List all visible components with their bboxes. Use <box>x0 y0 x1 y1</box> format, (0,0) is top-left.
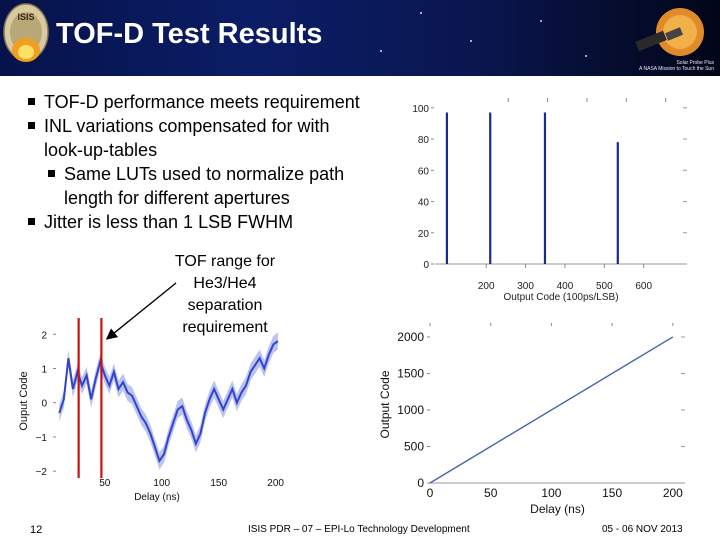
bullet-text-continued: look-up-tables <box>44 140 158 160</box>
x-tick-label: 400 <box>557 281 574 292</box>
y-axis-label: Ouput Code <box>18 371 30 430</box>
y-tick-label: 20 <box>418 229 430 240</box>
histogram-bar <box>489 112 492 264</box>
tagline-line-2: A NASA Mission to Touch the Sun <box>639 66 714 72</box>
x-tick-label: 150 <box>210 478 227 489</box>
y-tick-label: 100 <box>412 104 429 115</box>
y-tick-label: 0 <box>423 260 429 271</box>
linearity-chart: 0 500 1000 1500 2000 0 50 100 150 200 Delay (ns) Ou… <box>378 323 685 516</box>
bullet-text: TOF-D performance meets requirement <box>44 92 360 112</box>
y-tick-label: −2 <box>36 467 48 478</box>
bullet-text: Jitter is less than 1 LSB FWHM <box>44 212 294 232</box>
y-tick-label: 1 <box>41 364 47 375</box>
y-tick-label: 60 <box>418 166 430 177</box>
y-tick-label: 0 <box>41 399 47 410</box>
title-bar: ISIS TOF-D Test Results Solar Probe Plus… <box>0 0 720 76</box>
x-tick-label: 150 <box>602 486 622 500</box>
tagline-line-1: Solar Probe Plus <box>676 60 714 66</box>
histogram-bar <box>616 142 619 264</box>
bullet-marker-icon <box>28 122 35 129</box>
star-decoration <box>585 55 587 57</box>
star-decoration <box>470 40 472 42</box>
sub-bullet-item: Same LUTs used to normalize path length f… <box>48 162 408 210</box>
bullet-item: TOF-D performance meets requirement <box>28 90 408 114</box>
x-axis-label: Output Code (100ps/LSB) <box>503 292 618 303</box>
y-tick-label: 80 <box>418 135 430 146</box>
histogram-chart: 0 20 40 60 80 100 200 300 400 500 600 Output Code (… <box>412 98 687 303</box>
x-tick-label: 50 <box>99 478 111 489</box>
footer-text: ISIS PDR – 07 – EPI-Lo Technology Develo… <box>248 524 470 535</box>
callout-line: TOF range for <box>174 253 276 270</box>
y-tick-label: 2 <box>41 330 47 341</box>
bullet-text: Same LUTs used to normalize path <box>64 164 345 184</box>
inl-chart: 2 1 0 −1 −2 50 100 150 200 Delay (ns) Ouput Code <box>18 318 284 503</box>
x-tick-label: 50 <box>484 486 498 500</box>
mission-logo <box>635 8 704 56</box>
x-tick-label: 300 <box>517 281 534 292</box>
y-axis-label: Output Code <box>378 370 392 438</box>
noise-band <box>59 332 278 470</box>
star-decoration <box>540 20 542 22</box>
bullet-marker-icon <box>28 98 35 105</box>
star-decoration <box>420 12 422 14</box>
y-tick-label: 1000 <box>397 403 424 417</box>
y-tick-label: 0 <box>417 476 424 490</box>
y-tick-label: 1500 <box>397 366 424 380</box>
series-line <box>429 336 674 484</box>
bullet-item: INL variations compensated for with look-… <box>28 114 408 162</box>
footer-date: 05 - 06 NOV 2013 <box>602 524 683 535</box>
callout-line: He3/He4 <box>193 275 257 292</box>
series-line <box>58 340 279 464</box>
y-tick-label: 500 <box>404 439 424 453</box>
page-title: TOF-D Test Results <box>56 18 323 50</box>
x-tick-label: 100 <box>541 486 561 500</box>
x-tick-label: 600 <box>635 281 652 292</box>
bullet-list: TOF-D performance meets requirement INL … <box>28 90 408 234</box>
callout-label: TOF range for He3/He4 separation require… <box>150 251 300 339</box>
mission-tagline: Solar Probe Plus A NASA Mission to Touch… <box>614 60 714 72</box>
logo-text: ISIS <box>17 12 34 22</box>
star-decoration <box>380 50 382 52</box>
callout-line: requirement <box>182 319 268 336</box>
bullet-text-continued: length for different apertures <box>64 188 290 208</box>
x-tick-label: 500 <box>596 281 613 292</box>
x-tick-label: 0 <box>427 486 434 500</box>
x-axis-label: Delay (ns) <box>134 492 180 503</box>
x-tick-label: 200 <box>478 281 495 292</box>
x-tick-label: 200 <box>267 478 284 489</box>
callout-line: separation <box>187 297 263 314</box>
isis-logo: ISIS <box>3 3 49 62</box>
x-axis-label: Delay (ns) <box>530 502 585 516</box>
bullet-marker-icon <box>28 218 35 225</box>
x-tick-label: 200 <box>663 486 683 500</box>
histogram-bar <box>543 112 547 264</box>
y-tick-label: −1 <box>36 433 48 444</box>
y-tick-label: 40 <box>418 198 430 209</box>
y-tick-label: 2000 <box>397 330 424 344</box>
bullet-item: Jitter is less than 1 LSB FWHM <box>28 210 408 234</box>
bullet-text: INL variations compensated for with <box>44 116 330 136</box>
page-number: 12 <box>30 524 43 536</box>
bullet-marker-icon <box>48 170 55 177</box>
x-tick-label: 100 <box>153 478 170 489</box>
histogram-bar <box>445 112 449 264</box>
